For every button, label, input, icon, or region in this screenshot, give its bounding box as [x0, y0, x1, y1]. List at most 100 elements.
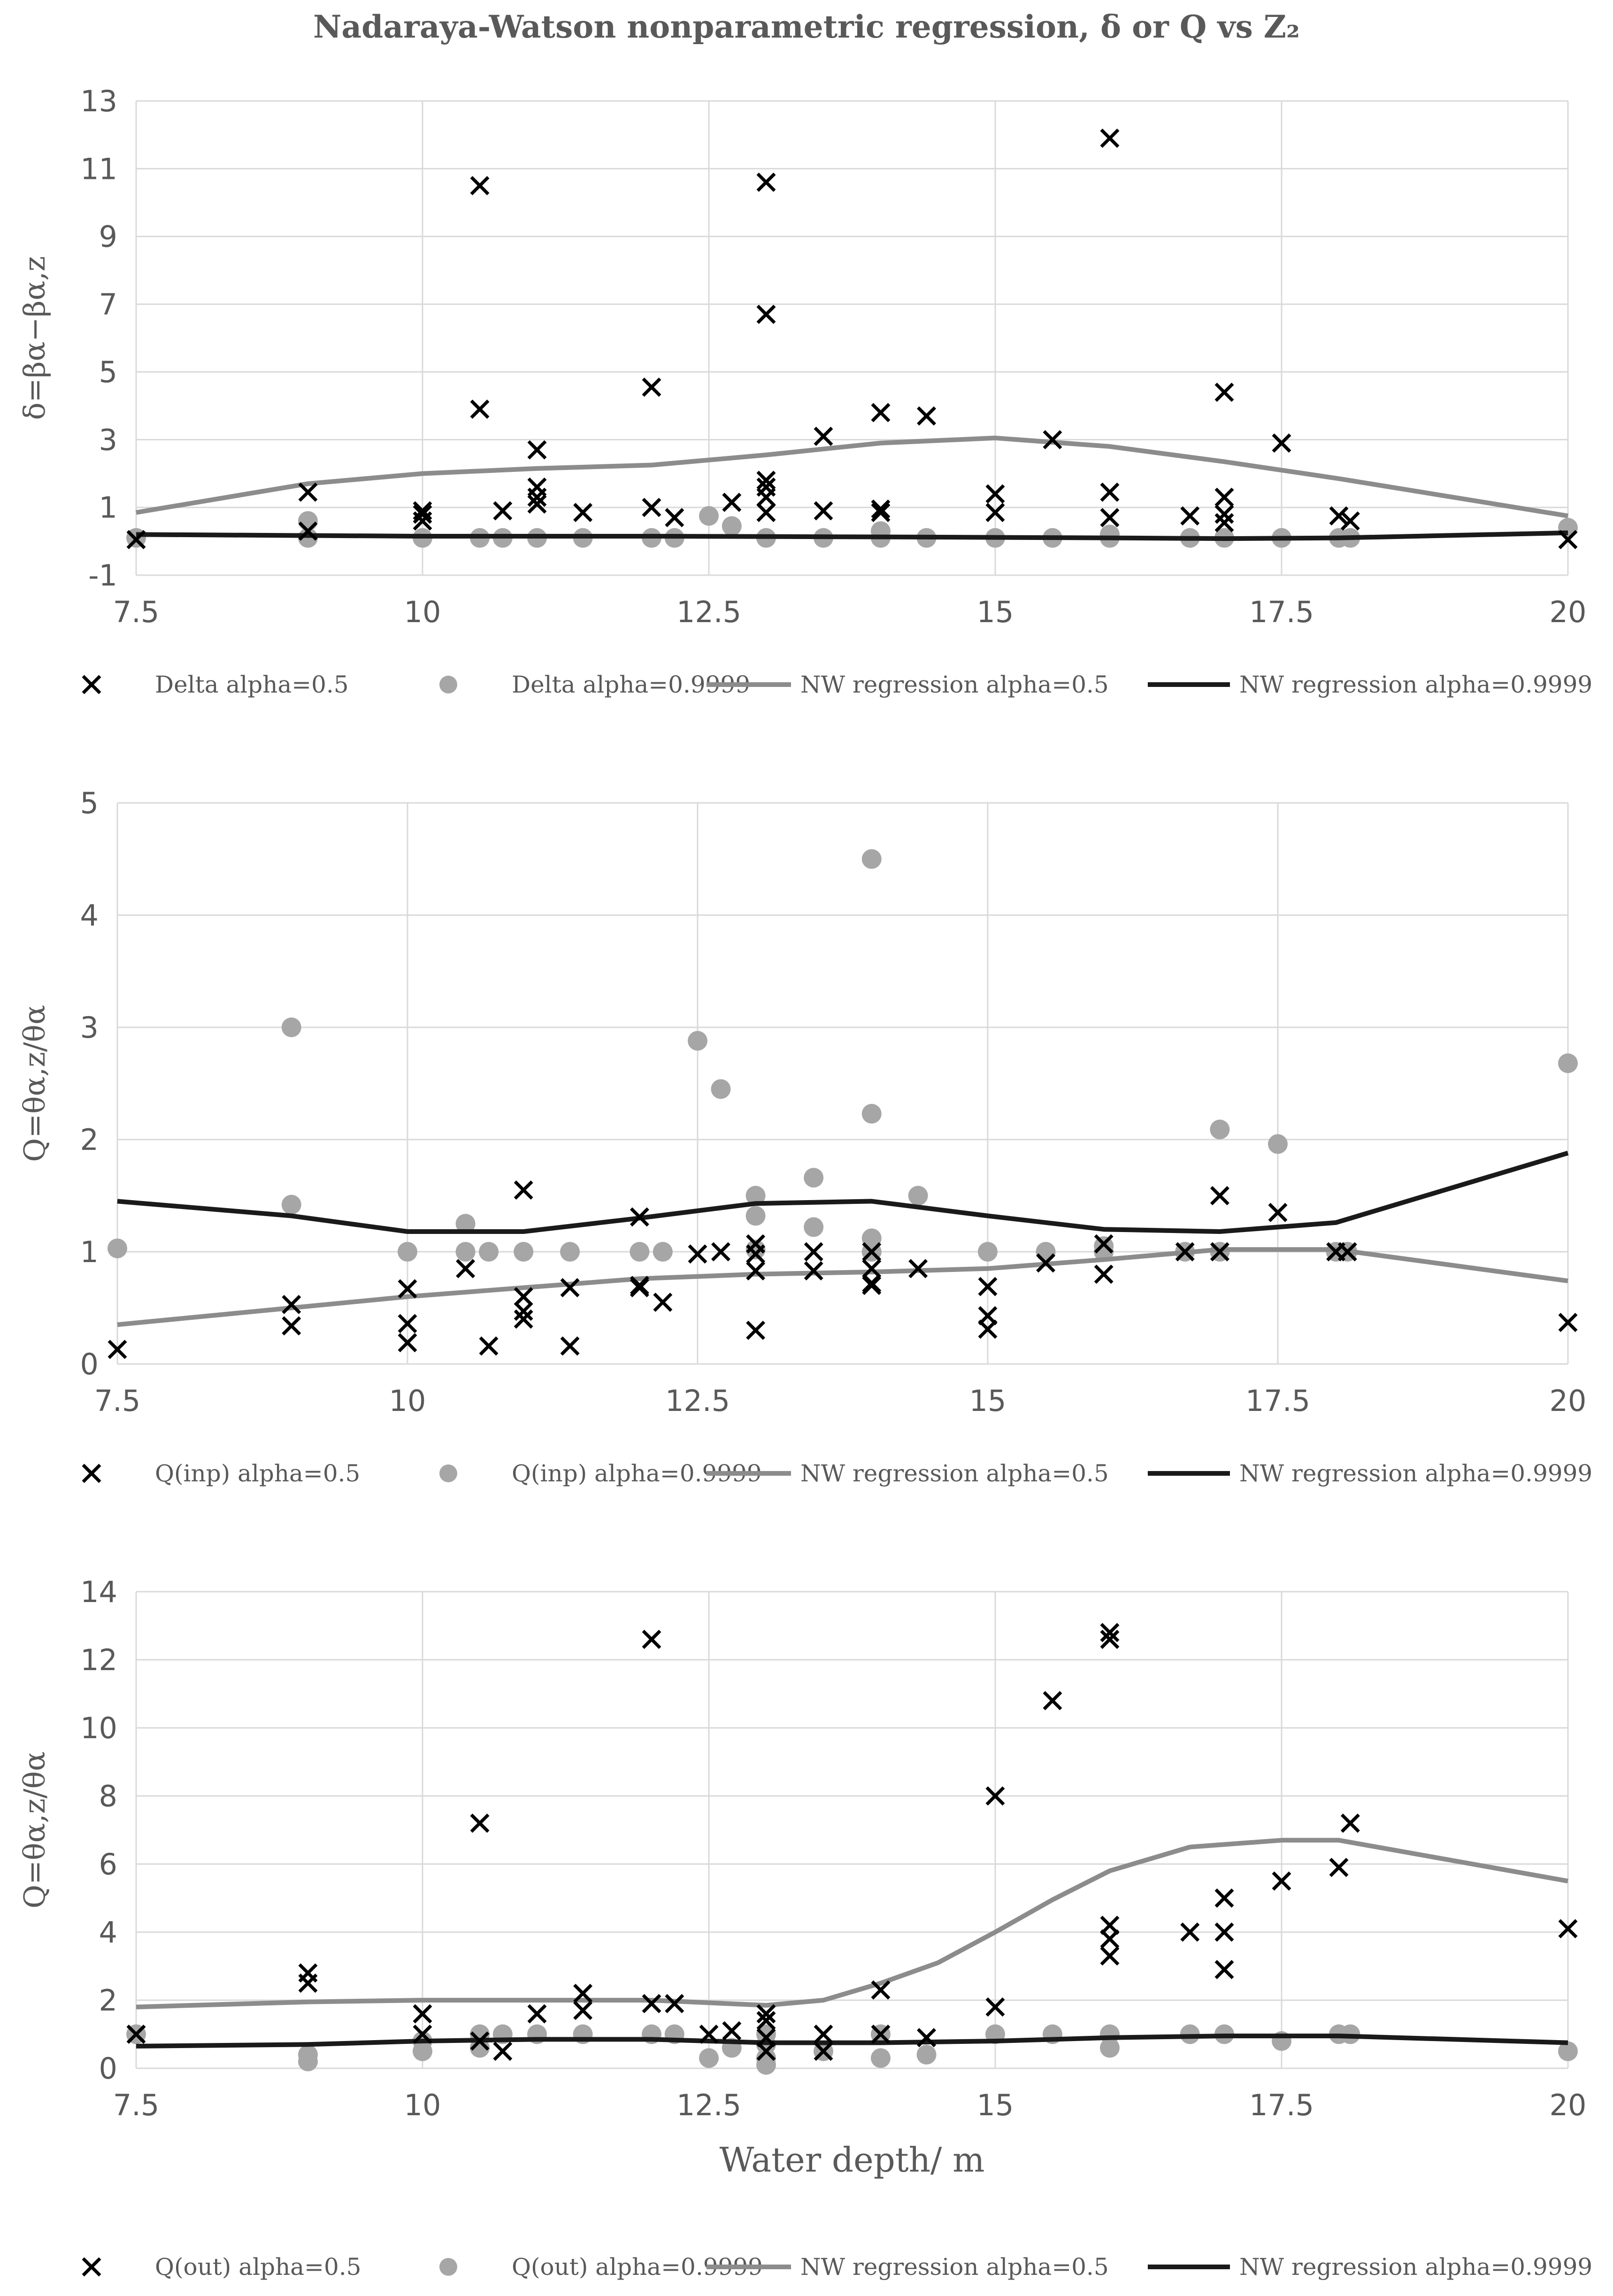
cross-point — [560, 1336, 580, 1356]
cross-point — [1337, 1242, 1357, 1262]
circle-point — [1036, 1242, 1056, 1262]
figure-title: Nadaraya-Watson nonparametric regression… — [313, 8, 1300, 45]
cross-stroke — [514, 1287, 533, 1307]
cross-point — [282, 1294, 301, 1314]
cross-point — [756, 470, 776, 490]
cross-point — [862, 1242, 882, 1262]
circle-point — [281, 1194, 301, 1215]
cross-point — [573, 2001, 593, 2020]
cross-point — [665, 508, 684, 527]
cross-stroke — [1214, 382, 1234, 402]
cross-point — [746, 1261, 766, 1281]
cross-stroke — [746, 1320, 766, 1340]
legend-label: NW regression alpha=0.9999 — [1239, 2253, 1592, 2281]
cross-point — [527, 440, 547, 460]
cross-stroke — [1043, 430, 1062, 449]
legend-label: NW regression alpha=0.9999 — [1239, 1460, 1592, 1487]
circle-point — [756, 2055, 776, 2075]
cross-point — [298, 521, 318, 541]
circle-point — [699, 506, 719, 526]
circle-point — [745, 1206, 766, 1226]
cross-stroke — [1268, 1202, 1288, 1222]
circle-point — [470, 2038, 490, 2058]
cross-stroke — [514, 1180, 533, 1200]
legend-cross-marker — [82, 1464, 101, 1483]
cross-stroke — [493, 2042, 513, 2061]
cross-stroke — [126, 2025, 146, 2044]
cross-stroke — [282, 1316, 301, 1336]
circle-point — [916, 2045, 937, 2065]
cross-stroke — [82, 2257, 101, 2277]
cross-stroke — [1180, 506, 1200, 526]
legend-circle-marker — [439, 2258, 457, 2276]
cross-stroke — [1100, 128, 1120, 148]
circle-point — [699, 2048, 719, 2068]
cross-stroke — [642, 1994, 661, 2013]
cross-point — [1272, 1871, 1291, 1891]
cross-stroke — [1214, 1922, 1234, 1942]
y-tick-label: 14 — [80, 1575, 117, 1609]
cross-stroke — [642, 498, 661, 517]
cross-point — [413, 504, 432, 524]
cross-stroke — [1100, 1623, 1120, 1642]
cross-stroke — [1175, 1242, 1195, 1262]
cross-stroke — [756, 172, 776, 192]
circle-point — [398, 1242, 417, 1262]
cross-stroke — [722, 2021, 742, 2041]
cross-point — [493, 2042, 513, 2061]
cross-point — [514, 1287, 533, 1307]
y-tick-label: 0 — [80, 1347, 99, 1381]
circle-point — [479, 1242, 499, 1262]
cross-stroke — [1214, 487, 1234, 507]
cross-point — [573, 1984, 593, 2003]
cross-stroke — [1558, 1313, 1578, 1333]
y-tick-label: 6 — [99, 1847, 117, 1881]
circle-point — [298, 2051, 318, 2072]
cross-point — [756, 2004, 776, 2024]
cross-point — [1214, 382, 1234, 402]
cross-stroke — [1100, 1630, 1120, 1649]
cross-stroke — [560, 1278, 580, 1297]
circle-point — [281, 1017, 301, 1037]
cross-point — [917, 2028, 937, 2048]
cross-stroke — [814, 2025, 833, 2044]
cross-stroke — [688, 1244, 707, 1264]
cross-point — [456, 1259, 476, 1279]
cross-stroke — [1329, 1857, 1349, 1877]
circle-point — [861, 1104, 882, 1124]
cross-stroke — [756, 2042, 776, 2061]
x-tick-label: 17.5 — [1245, 1384, 1310, 1418]
cross-stroke — [298, 482, 318, 502]
circle-point — [908, 1186, 928, 1206]
cross-stroke — [871, 503, 891, 523]
cross-stroke — [804, 1242, 823, 1262]
circle-point — [745, 1240, 766, 1260]
cross-stroke — [756, 305, 776, 324]
cross-stroke — [642, 1630, 661, 1649]
cross-point — [560, 1278, 580, 1297]
cross-point — [871, 2025, 891, 2044]
cross-point — [756, 172, 776, 192]
circle-point — [108, 1238, 127, 1258]
cross-stroke — [82, 675, 101, 694]
x-tick-label: 12.5 — [676, 595, 741, 629]
nw-regression-line — [117, 1150, 1569, 1234]
cross-point — [1100, 1623, 1120, 1642]
y-axis-title: δ=βα−βα,z — [17, 256, 52, 420]
cross-point — [746, 1320, 766, 1340]
cross-stroke — [814, 426, 833, 446]
cross-stroke — [862, 1276, 882, 1295]
y-axis-title: Q=θα,z/θα — [17, 1751, 52, 1908]
cross-point — [1272, 433, 1291, 453]
cross-stroke — [756, 503, 776, 523]
cross-point — [1100, 1946, 1120, 1966]
legend-label: NW regression alpha=0.9999 — [1239, 671, 1592, 698]
cross-point — [722, 2021, 742, 2041]
cross-stroke — [1210, 1186, 1229, 1205]
cross-point — [1210, 1186, 1229, 1205]
cross-stroke — [470, 2031, 490, 2051]
cross-stroke — [756, 2011, 776, 2030]
cross-stroke — [573, 1984, 593, 2003]
cross-point — [1180, 506, 1200, 526]
